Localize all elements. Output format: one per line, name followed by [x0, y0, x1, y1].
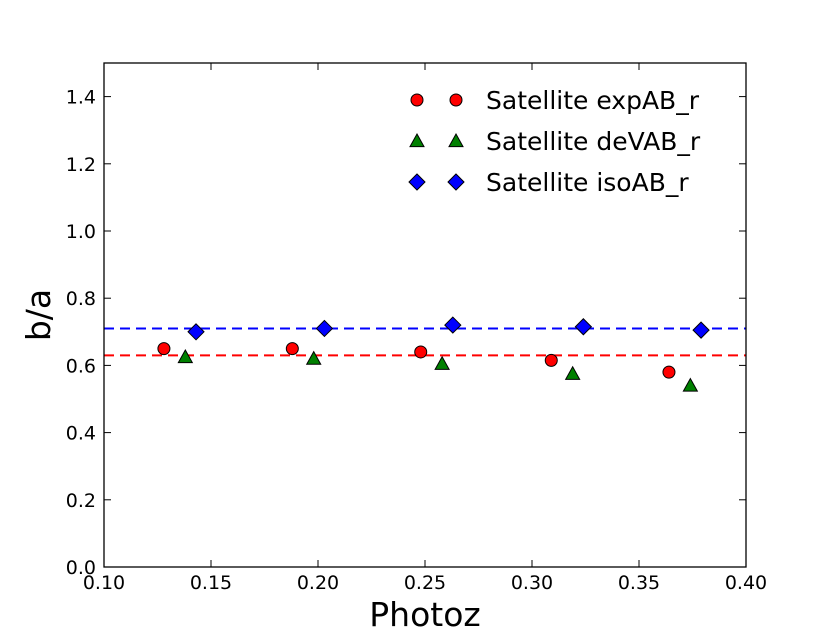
data-point-triangle-4: [682, 377, 699, 392]
x-axis-label: Photoz: [369, 595, 480, 630]
data-point-triangle-2: [434, 355, 450, 370]
data-point-triangle-3: [564, 365, 581, 380]
y-tick-label: 1.4: [66, 87, 96, 109]
plot-area: [104, 63, 746, 567]
legend-label-2: Satellite isoAB_r: [486, 168, 689, 197]
axis-ticks: 0.10 0.15 0.20 0.25 0.30 0.35 0.40 0.0 0.2 0.4 0.6…: [66, 63, 767, 594]
data-point-circle-2: [414, 345, 428, 359]
data-point-circle-1: [285, 342, 299, 356]
data-point-triangle-0: [177, 348, 194, 364]
x-tick-label: 0.40: [725, 572, 767, 594]
x-tick-label: 0.30: [511, 572, 553, 594]
legend-label-1: Satellite deVAB_r: [486, 127, 701, 156]
legend: Satellite expAB_r Satellite deVAB_r Satell…: [408, 86, 701, 197]
y-tick-label: 0.4: [66, 423, 96, 445]
x-tick-label: 0.35: [618, 572, 660, 594]
x-tick-label: 0.25: [404, 572, 446, 594]
y-tick-label: 0.6: [66, 355, 96, 377]
data-point-circle-0: [157, 342, 171, 356]
data-point-diamond-2: [444, 316, 462, 334]
y-tick-label: 0.2: [66, 490, 96, 512]
legend-marker-diamond: [408, 173, 426, 191]
x-tick-label: 0.20: [297, 572, 339, 594]
legend-marker-circle: [410, 93, 424, 107]
x-tick-label: 0.15: [190, 572, 232, 594]
data-point-circle-3: [544, 353, 558, 367]
legend-marker-triangle: [409, 132, 425, 148]
legend-marker-circle: [449, 93, 463, 107]
x-tick-label: 0.10: [83, 572, 125, 594]
data-points: [157, 316, 710, 392]
data-point-diamond-0: [187, 323, 205, 341]
y-axis-label: b/a: [19, 289, 58, 341]
data-point-diamond-4: [692, 321, 710, 339]
data-point-triangle-1: [305, 350, 322, 365]
y-tick-label: 0.8: [66, 288, 96, 310]
legend-marker-diamond: [447, 173, 465, 191]
data-point-circle-4: [662, 365, 676, 379]
y-tick-label: 1.0: [66, 221, 96, 243]
data-point-diamond-3: [574, 318, 593, 336]
y-tick-label: 0.0: [66, 557, 96, 579]
legend-marker-triangle: [448, 132, 464, 148]
data-point-diamond-1: [315, 319, 334, 338]
legend-label-0: Satellite expAB_r: [486, 86, 700, 115]
y-tick-label: 1.2: [66, 154, 96, 176]
